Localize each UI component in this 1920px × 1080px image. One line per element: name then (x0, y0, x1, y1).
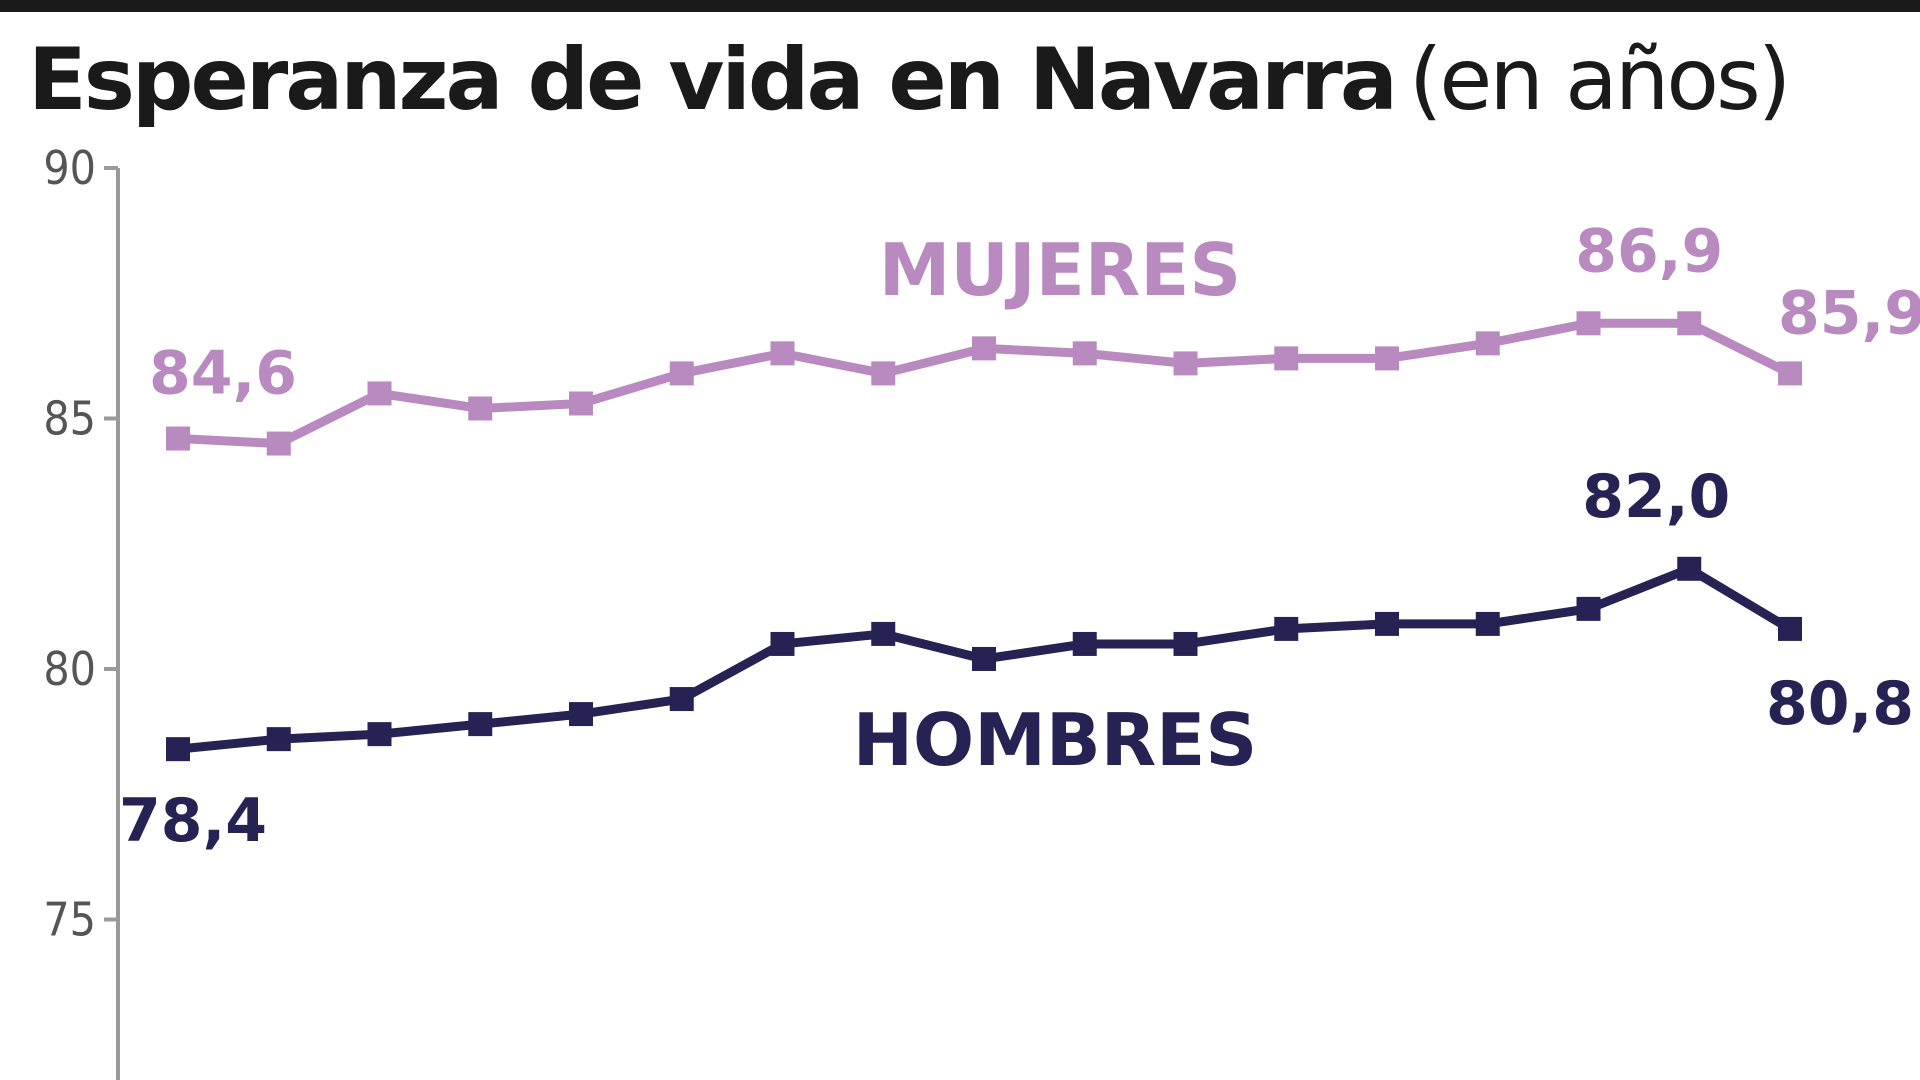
point-mujeres-3 (468, 396, 493, 421)
point-mujeres-8 (972, 336, 996, 361)
point-hombres-11 (1274, 616, 1299, 641)
y-tick-label-80: 80 (43, 642, 96, 696)
point-hombres-3 (468, 712, 493, 737)
point-hombres-1 (266, 727, 291, 752)
data-label-hombres-16: 80,8 (1766, 669, 1914, 739)
point-mujeres-7 (871, 361, 896, 386)
point-mujeres-6 (770, 341, 795, 366)
point-mujeres-15 (1677, 311, 1702, 336)
chart-title-bold: Esperanza de vida en Navarra (28, 30, 1398, 130)
series-label-mujeres: MUJERES (879, 228, 1242, 312)
point-hombres-13 (1475, 611, 1500, 636)
chart-title: Esperanza de vida en Navarra (en años) (28, 30, 1791, 130)
point-mujeres-1 (266, 431, 291, 456)
top-bar (0, 0, 1920, 12)
point-mujeres-0 (166, 426, 190, 451)
point-hombres-4 (569, 702, 593, 727)
point-mujeres-16 (1778, 361, 1802, 386)
data-label-hombres-15: 82,0 (1582, 462, 1730, 532)
point-hombres-2 (367, 722, 392, 747)
data-label-mujeres-16: 85,9 (1778, 278, 1920, 348)
data-label-hombres-0: 78,4 (119, 786, 267, 856)
point-hombres-10 (1173, 631, 1198, 656)
point-hombres-6 (770, 631, 795, 656)
point-hombres-12 (1375, 611, 1399, 636)
data-label-mujeres-0: 84,6 (149, 339, 297, 409)
point-hombres-14 (1576, 596, 1601, 621)
point-hombres-15 (1677, 556, 1702, 581)
point-mujeres-11 (1274, 346, 1299, 371)
point-mujeres-13 (1475, 331, 1500, 356)
point-mujeres-10 (1173, 351, 1198, 376)
point-hombres-5 (669, 687, 694, 712)
y-tick-label-85: 85 (43, 392, 96, 446)
point-hombres-8 (972, 646, 996, 671)
point-hombres-16 (1778, 616, 1802, 641)
data-label-mujeres-15: 86,9 (1575, 216, 1723, 286)
point-hombres-7 (871, 621, 896, 646)
point-mujeres-12 (1375, 346, 1399, 371)
point-mujeres-4 (569, 391, 593, 416)
y-tick-label-90: 90 (43, 141, 96, 195)
point-hombres-0 (166, 737, 190, 762)
point-hombres-9 (1072, 631, 1097, 656)
point-mujeres-5 (669, 361, 694, 386)
chart-title-light: (en años) (1408, 30, 1791, 130)
point-mujeres-2 (367, 381, 392, 406)
series-label-hombres: HOMBRES (853, 698, 1257, 782)
point-mujeres-14 (1576, 311, 1601, 336)
point-mujeres-9 (1072, 341, 1097, 366)
y-tick-label-75: 75 (43, 893, 96, 947)
